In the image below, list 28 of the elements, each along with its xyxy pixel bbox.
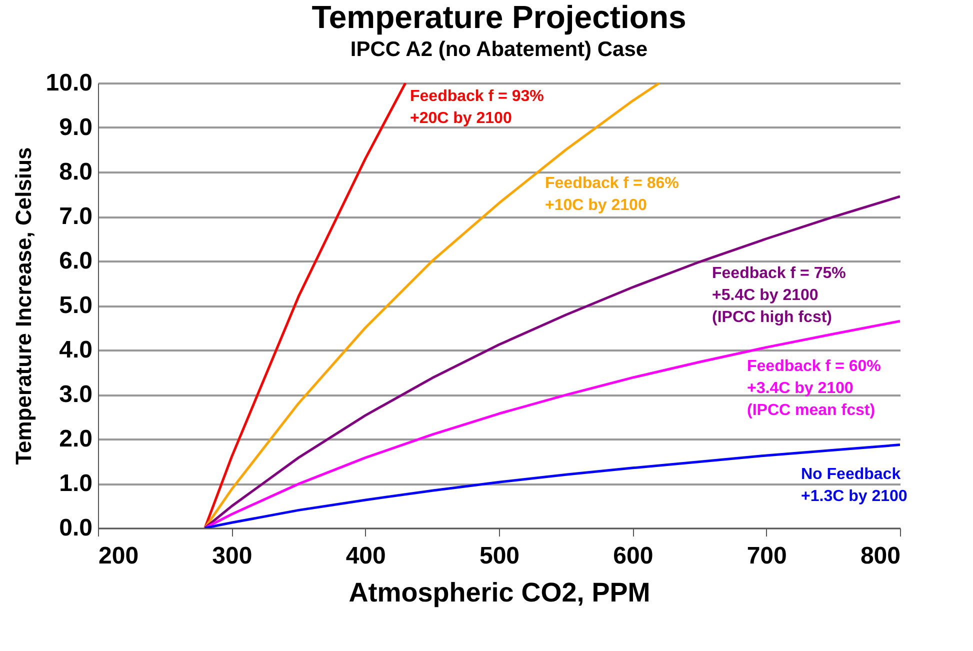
x-tick-label: 400 bbox=[346, 542, 386, 570]
x-tick-label: 700 bbox=[746, 542, 787, 570]
y-tick-label: 4.0 bbox=[59, 336, 92, 364]
x-axis-title: Atmospheric CO2, PPM bbox=[348, 578, 650, 608]
chart-title: Temperature Projections bbox=[312, 0, 686, 35]
annotation: Feedback f = 86% +10C by 2100 bbox=[545, 175, 679, 214]
y-tick-label: 5.0 bbox=[59, 292, 92, 319]
y-tick-label: 10.0 bbox=[46, 70, 92, 96]
line-series bbox=[204, 83, 407, 528]
y-tick-label: 8.0 bbox=[59, 158, 92, 186]
y-tick-label: 6.0 bbox=[59, 248, 92, 274]
x-tick-label: 800 bbox=[860, 542, 900, 570]
y-axis-title: Temperature Increase, Celsius bbox=[10, 147, 36, 465]
y-tick-label: 7.0 bbox=[59, 203, 92, 230]
chart-subtitle: IPCC A2 (no Abatement) Case bbox=[350, 38, 648, 61]
annotation: Feedback f = 93% +20C by 2100 bbox=[410, 88, 544, 127]
x-tick-label: 500 bbox=[479, 542, 520, 570]
annotation: Feedback f = 75% +5.4C by 2100 (IPCC high fcst) bbox=[712, 265, 846, 326]
x-tick-label: 600 bbox=[613, 542, 654, 570]
y-tick-label: 0.0 bbox=[59, 514, 92, 542]
x-tick-label: 200 bbox=[98, 542, 139, 570]
y-tick-label: 2.0 bbox=[59, 426, 92, 452]
y-tick-label: 9.0 bbox=[59, 114, 92, 141]
annotation: No Feedback +1.3C by 2100 bbox=[801, 466, 908, 505]
annotation: Feedback f = 60% +3.4C by 2100 (IPCC mean fcst) bbox=[747, 358, 881, 419]
y-tick-label: 1.0 bbox=[59, 470, 92, 497]
y-tick-label: 3.0 bbox=[59, 381, 92, 408]
x-tick-label: 300 bbox=[212, 542, 252, 570]
